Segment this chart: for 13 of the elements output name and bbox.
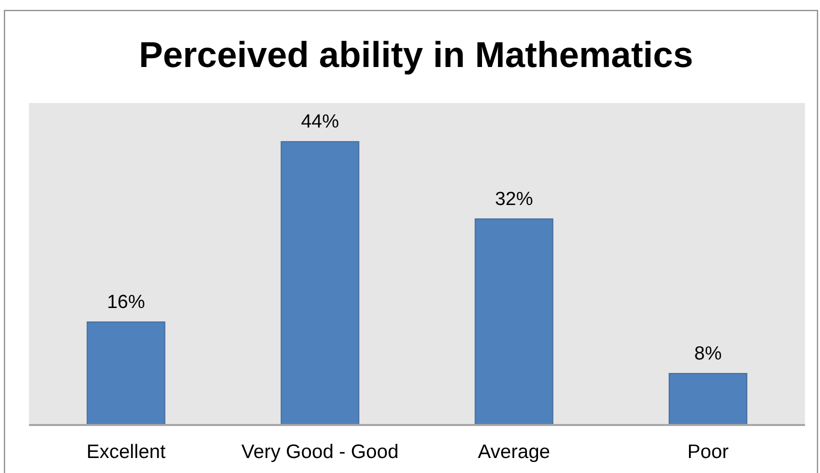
x-tick-label: Very Good - Good [241, 440, 399, 463]
bar [280, 141, 360, 426]
x-tick-label: Excellent [86, 440, 166, 463]
data-label: 44% [300, 112, 340, 133]
x-tick-label: Poor [687, 440, 730, 463]
bar [86, 321, 166, 426]
chart-title: Perceived ability in Mathematics [138, 34, 694, 75]
bar [668, 372, 748, 426]
x-tick-label: Average [478, 440, 550, 463]
data-label: 8% [694, 343, 722, 364]
data-label: 32% [494, 188, 534, 210]
bar [474, 218, 554, 426]
data-label: 16% [106, 292, 146, 313]
